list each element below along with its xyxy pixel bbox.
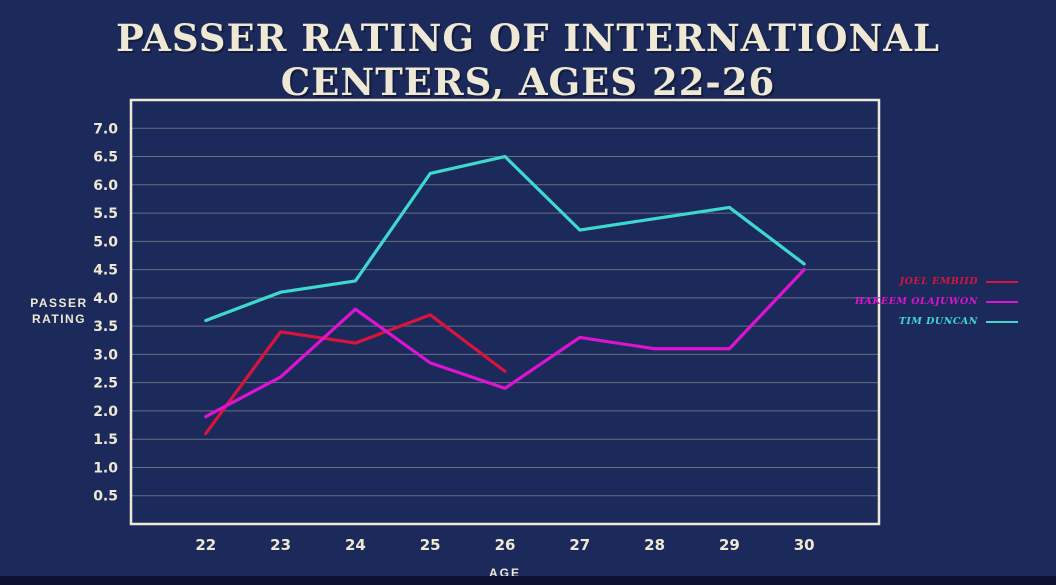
legend-swatch-hakeem-olajuwon xyxy=(986,300,1018,303)
svg-text:25: 25 xyxy=(420,536,441,554)
svg-text:3.0: 3.0 xyxy=(93,347,118,363)
svg-text:7.0: 7.0 xyxy=(93,121,118,137)
svg-text:4.0: 4.0 xyxy=(93,291,118,307)
svg-text:22: 22 xyxy=(195,536,216,554)
legend: JOEL EMBIID HAKEEM OLAJUWON TIM DUNCAN xyxy=(848,276,1018,336)
legend-label-hakeem-olajuwon: HAKEEM OLAJUWON xyxy=(854,296,978,307)
legend-item-joel-embiid: JOEL EMBIID xyxy=(848,276,1018,287)
legend-swatch-tim-duncan xyxy=(986,320,1018,323)
footer-strip xyxy=(0,576,1056,585)
svg-text:27: 27 xyxy=(569,536,590,554)
svg-text:6.0: 6.0 xyxy=(93,178,118,194)
svg-text:28: 28 xyxy=(644,536,665,554)
svg-text:2.5: 2.5 xyxy=(93,376,118,392)
svg-text:4.5: 4.5 xyxy=(93,263,118,279)
svg-text:0.5: 0.5 xyxy=(93,489,118,505)
svg-text:29: 29 xyxy=(719,536,740,554)
svg-text:5.5: 5.5 xyxy=(93,206,118,222)
svg-text:1.0: 1.0 xyxy=(93,460,118,476)
legend-label-joel-embiid: JOEL EMBIID xyxy=(899,276,978,287)
chart-title: PASSER RATING OF INTERNATIONAL CENTERS, … xyxy=(116,16,940,104)
legend-item-hakeem-olajuwon: HAKEEM OLAJUWON xyxy=(848,296,1018,307)
svg-text:26: 26 xyxy=(495,536,516,554)
svg-text:1.5: 1.5 xyxy=(93,432,118,448)
y-axis-label: PASSER RATING xyxy=(30,296,88,327)
svg-text:5.0: 5.0 xyxy=(93,234,118,250)
svg-text:2.0: 2.0 xyxy=(93,404,118,420)
legend-item-tim-duncan: TIM DUNCAN xyxy=(848,316,1018,327)
svg-text:23: 23 xyxy=(270,536,291,554)
svg-text:6.5: 6.5 xyxy=(93,150,118,166)
line-chart: 0.5 1.0 1.5 2.0 2.5 3.0 3.5 4.0 4.5 5.0 5.5 6.0 6.5 7… xyxy=(93,98,881,554)
plot-area: 0.5 1.0 1.5 2.0 2.5 3.0 3.5 4.0 4.5 5.0 5.5 6.0 6.5 7… xyxy=(60,95,890,570)
svg-text:24: 24 xyxy=(345,536,366,554)
legend-swatch-joel-embiid xyxy=(986,280,1018,283)
svg-text:30: 30 xyxy=(794,536,815,554)
legend-label-tim-duncan: TIM DUNCAN xyxy=(898,316,978,327)
svg-text:3.5: 3.5 xyxy=(93,319,118,335)
